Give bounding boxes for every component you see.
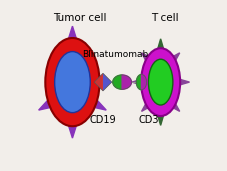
Text: Blinatumomab: Blinatumomab: [81, 50, 147, 60]
Polygon shape: [122, 75, 131, 89]
Ellipse shape: [148, 59, 172, 105]
Polygon shape: [172, 53, 179, 60]
Polygon shape: [141, 53, 148, 60]
Polygon shape: [157, 116, 163, 125]
Polygon shape: [68, 26, 76, 38]
Polygon shape: [141, 75, 146, 90]
Polygon shape: [112, 75, 122, 89]
Polygon shape: [157, 39, 163, 48]
Polygon shape: [103, 73, 111, 91]
Text: CD19: CD19: [89, 115, 116, 125]
Polygon shape: [94, 73, 103, 91]
Polygon shape: [136, 75, 141, 90]
Polygon shape: [172, 104, 179, 111]
Ellipse shape: [45, 38, 99, 126]
Polygon shape: [68, 126, 76, 138]
Polygon shape: [94, 101, 106, 110]
Polygon shape: [39, 101, 51, 110]
Ellipse shape: [54, 52, 90, 113]
Polygon shape: [131, 79, 141, 85]
Text: T cell: T cell: [151, 13, 178, 23]
Polygon shape: [179, 79, 189, 85]
Ellipse shape: [141, 48, 179, 116]
Text: Tumor cell: Tumor cell: [53, 13, 106, 23]
Polygon shape: [141, 104, 148, 111]
Text: CD3: CD3: [138, 115, 158, 125]
